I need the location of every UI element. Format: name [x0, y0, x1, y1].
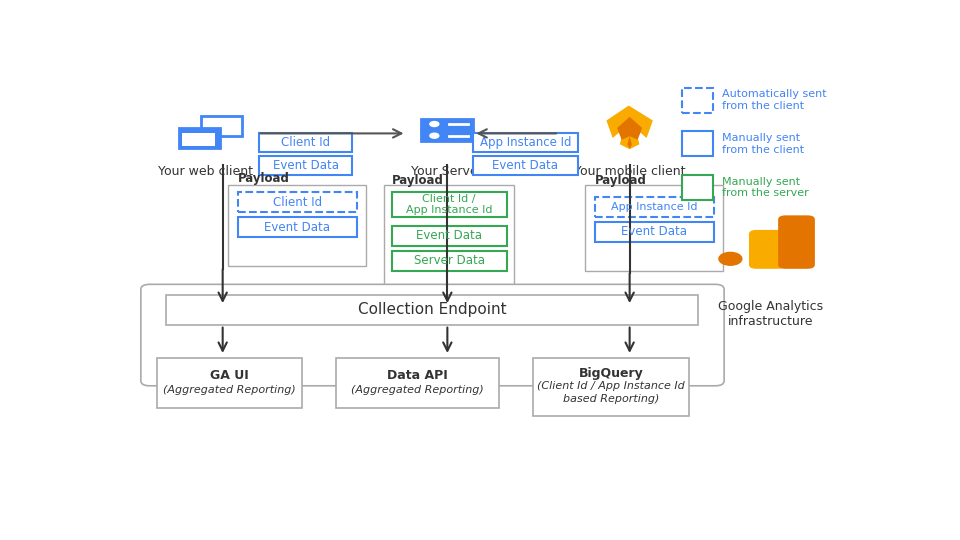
- Bar: [384, 185, 515, 295]
- FancyBboxPatch shape: [141, 285, 724, 386]
- Bar: [259, 133, 352, 152]
- Text: App Instance Id: App Instance Id: [480, 136, 571, 149]
- Text: Automatically sent
from the client: Automatically sent from the client: [722, 89, 827, 111]
- Text: Event Data: Event Data: [621, 225, 687, 238]
- FancyBboxPatch shape: [779, 215, 815, 269]
- Bar: [585, 185, 723, 271]
- Text: Client Id: Client Id: [273, 196, 322, 209]
- Text: based Reporting): based Reporting): [563, 394, 660, 404]
- Bar: [594, 197, 713, 217]
- Bar: [392, 251, 507, 271]
- Text: Event Data: Event Data: [273, 159, 339, 172]
- Text: Server Data: Server Data: [414, 254, 485, 267]
- Text: BigQuery: BigQuery: [579, 367, 643, 380]
- Text: Client Id: Client Id: [281, 136, 330, 149]
- Bar: [157, 358, 302, 408]
- Text: Event Data: Event Data: [492, 159, 559, 172]
- Bar: [237, 192, 356, 212]
- Text: Manually sent
from the server: Manually sent from the server: [722, 177, 808, 198]
- Bar: [166, 295, 698, 325]
- Text: Event Data: Event Data: [417, 229, 482, 242]
- Text: Data API: Data API: [387, 369, 448, 382]
- Bar: [421, 131, 473, 141]
- Bar: [682, 131, 713, 156]
- Text: Event Data: Event Data: [264, 221, 330, 234]
- Bar: [182, 133, 215, 146]
- Bar: [179, 129, 220, 148]
- Text: Payload: Payload: [392, 174, 444, 187]
- Bar: [421, 119, 473, 129]
- Text: Your Server: Your Server: [412, 165, 483, 178]
- Bar: [228, 185, 366, 266]
- FancyBboxPatch shape: [749, 230, 785, 269]
- Text: (Aggregated Reporting): (Aggregated Reporting): [163, 386, 296, 395]
- Text: Collection Endpoint: Collection Endpoint: [358, 302, 507, 317]
- Text: App Instance Id: App Instance Id: [611, 201, 698, 212]
- Bar: [473, 133, 578, 152]
- Text: (Client Id / App Instance Id: (Client Id / App Instance Id: [538, 381, 684, 391]
- Text: Payload: Payload: [237, 172, 289, 185]
- Bar: [392, 192, 507, 217]
- Circle shape: [430, 133, 439, 138]
- Bar: [202, 117, 242, 136]
- Bar: [533, 358, 689, 416]
- Bar: [392, 226, 507, 246]
- Bar: [594, 221, 713, 241]
- Text: Your web client: Your web client: [158, 165, 253, 178]
- Text: Client Id /
App Instance Id: Client Id / App Instance Id: [406, 194, 492, 215]
- Circle shape: [719, 252, 742, 265]
- Bar: [682, 175, 713, 200]
- Bar: [336, 358, 499, 408]
- Text: Payload: Payload: [594, 174, 646, 187]
- Text: (Aggregated Reporting): (Aggregated Reporting): [351, 386, 484, 395]
- Text: Google Analytics
infrastructure: Google Analytics infrastructure: [718, 300, 824, 328]
- Circle shape: [430, 122, 439, 126]
- Bar: [682, 87, 713, 113]
- Bar: [237, 218, 356, 238]
- Polygon shape: [617, 117, 642, 148]
- Polygon shape: [607, 105, 653, 149]
- Bar: [473, 156, 578, 175]
- Text: Your mobile client: Your mobile client: [574, 165, 685, 178]
- Text: Manually sent
from the client: Manually sent from the client: [722, 133, 804, 154]
- Text: GA UI: GA UI: [210, 369, 249, 382]
- Bar: [259, 156, 352, 175]
